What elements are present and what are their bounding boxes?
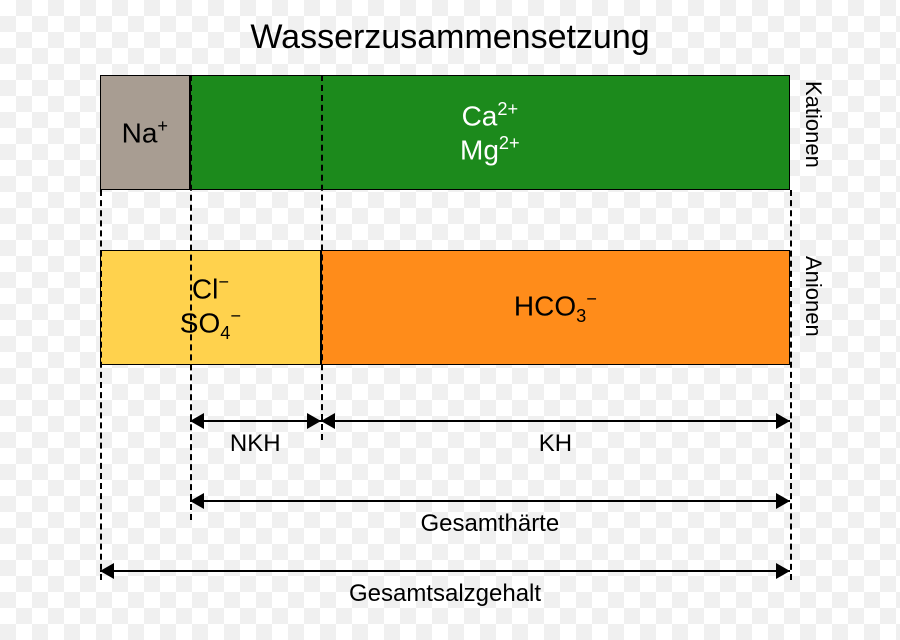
- kationen-side-label: Kationen: [800, 81, 826, 184]
- guide-line: [790, 190, 792, 580]
- measure-label: NKH: [190, 430, 321, 458]
- formula: Mg2+: [460, 133, 520, 166]
- measure-arrow: [190, 420, 321, 422]
- guide-line: [321, 75, 323, 440]
- anionen-side-label: Anionen: [800, 256, 826, 359]
- formula: HCO3−: [514, 289, 597, 326]
- segment-na: Na+: [100, 75, 190, 190]
- segment-hco3: HCO3−: [321, 250, 790, 365]
- measure-label: Gesamtsalzgehalt: [100, 580, 790, 608]
- kationen-bar: Na+ Ca2+Mg2+: [100, 75, 790, 190]
- measure-arrow: [100, 570, 790, 572]
- formula: Na+: [122, 116, 168, 149]
- segment-cage: Ca2+Mg2+: [190, 75, 790, 190]
- chart-title: Wasserzusammensetzung: [0, 18, 900, 57]
- measure-label: Gesamthärte: [190, 510, 790, 538]
- measure-arrow: [321, 420, 790, 422]
- formula: Cl−: [192, 272, 229, 305]
- guide-line: [100, 190, 102, 580]
- formula: Ca2+: [462, 99, 519, 132]
- measure-arrow: [190, 500, 790, 502]
- anionen-bar: Cl−SO4− HCO3−: [100, 250, 790, 365]
- segment-clso4: Cl−SO4−: [100, 250, 321, 365]
- measure-label: KH: [321, 430, 790, 458]
